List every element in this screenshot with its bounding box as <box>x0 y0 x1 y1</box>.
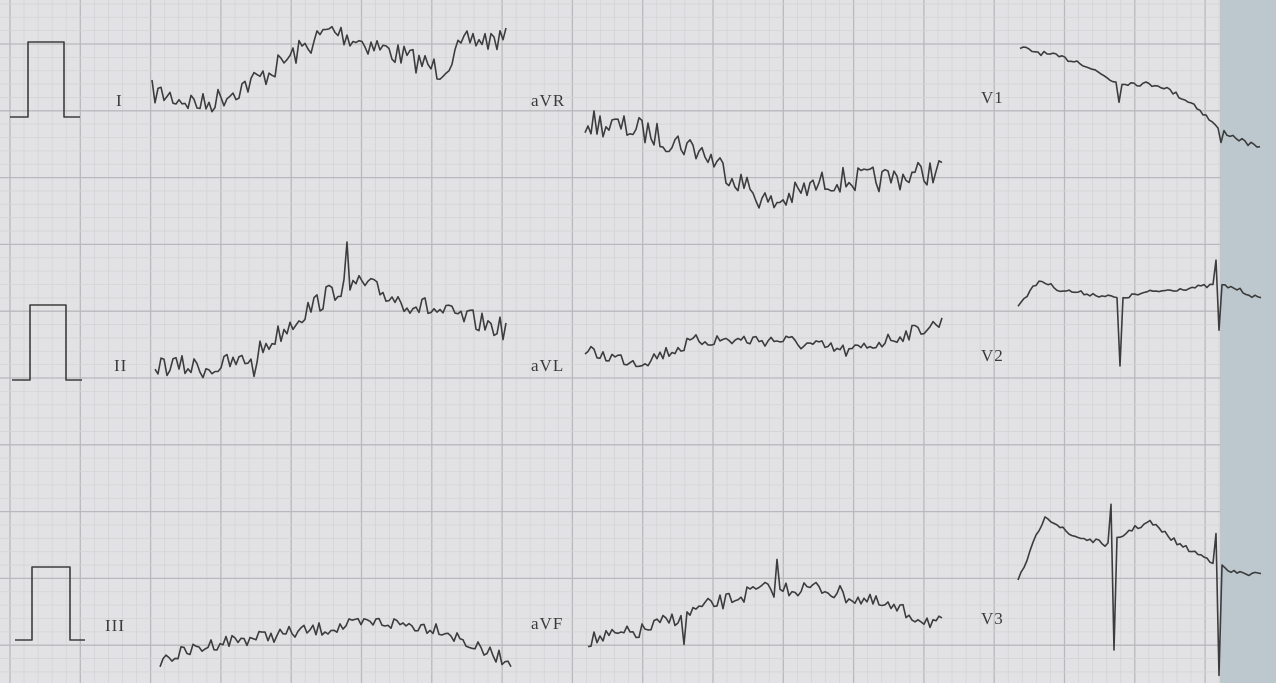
ecg-trace <box>584 110 943 209</box>
ecg-trace <box>151 25 507 113</box>
paper-edge <box>1220 0 1276 683</box>
ecg-trace <box>154 241 507 379</box>
ecg-trace <box>587 558 943 648</box>
lead-label: aVR <box>531 91 565 110</box>
lead-label: V2 <box>981 346 1004 365</box>
lead-label: V3 <box>981 609 1004 628</box>
ecg-trace <box>1019 46 1261 148</box>
calibration-pulse <box>12 304 82 381</box>
calibration-pulse <box>15 566 85 641</box>
lead-label: aVL <box>531 356 564 375</box>
ecg-trace <box>584 317 943 368</box>
lead-label: aVF <box>531 614 563 633</box>
ecg-trace <box>1017 503 1262 677</box>
lead-label: I <box>116 91 123 110</box>
ecg-trace <box>1017 259 1262 367</box>
calibration-pulse <box>10 41 80 118</box>
grid <box>0 0 1220 683</box>
ecg-trace <box>159 617 512 668</box>
lead-label: V1 <box>981 88 1004 107</box>
traces <box>10 25 1262 677</box>
lead-label: II <box>114 356 127 375</box>
lead-label: III <box>105 616 125 635</box>
